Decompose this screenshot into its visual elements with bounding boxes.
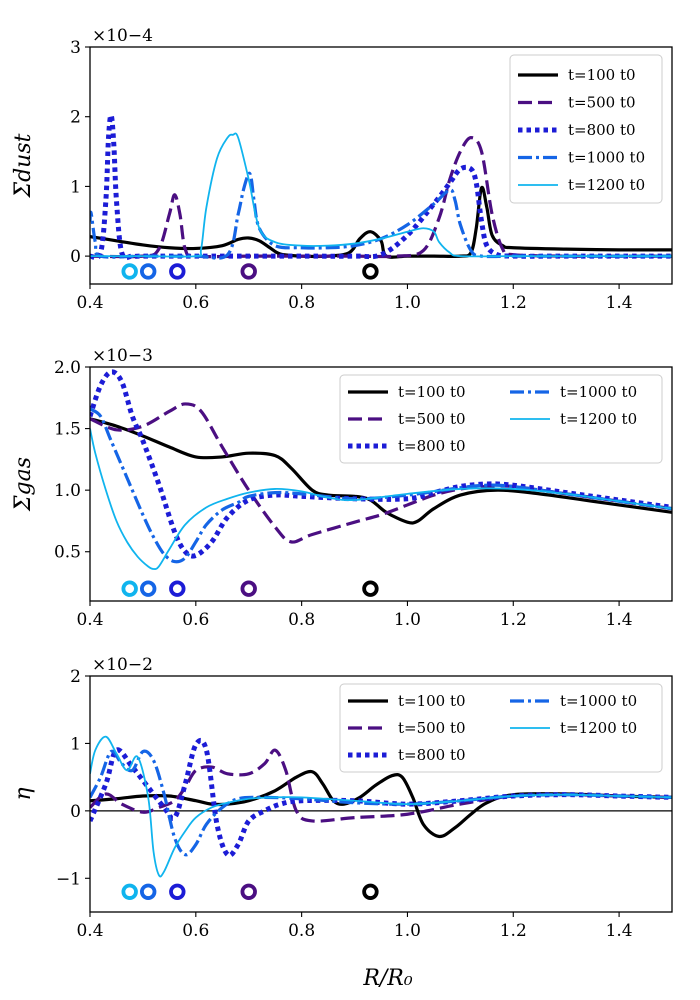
x-tick-label: 1.4 xyxy=(606,921,633,941)
legend: t=100 t0 t=500 t0 t=800 t0 t=1000 t0 t=1200 … xyxy=(339,374,663,464)
y-axis-label: Σgas xyxy=(11,457,36,512)
series-line-t100 xyxy=(90,185,672,259)
x-tick-label: 0.4 xyxy=(76,293,103,313)
y-scale-label: ×10−4 xyxy=(92,26,153,46)
marker-ring-t500 xyxy=(240,883,257,900)
marker-ring-t100 xyxy=(362,580,379,597)
legend-label-t1200: t=1200 t0 xyxy=(560,410,637,428)
legend-label-t800: t=800 t0 xyxy=(398,437,466,455)
legend-label-t800: t=800 t0 xyxy=(568,121,636,139)
series-line-t100 xyxy=(90,417,672,525)
legend-label-t100: t=100 t0 xyxy=(398,383,466,401)
marker-ring-t800 xyxy=(169,580,186,597)
panel-gas: 0.4 0.6 0.8 1.0 1.2 1.4 0.5 1.0 1.5 2.0 ×10−3 Σgas t… xyxy=(11,346,673,630)
series-line-t800 xyxy=(90,112,672,261)
legend-label-t100: t=100 t0 xyxy=(568,66,636,84)
x-tick-label: 1.4 xyxy=(606,610,633,630)
x-tick-label: 1.4 xyxy=(606,293,633,313)
x-tick-label: 1.0 xyxy=(394,293,421,313)
x-tick-label: 1.0 xyxy=(394,610,421,630)
x-tick-label: 1.2 xyxy=(500,293,527,313)
y-tick-label: 0.5 xyxy=(54,543,81,563)
y-tick-label: −1 xyxy=(56,869,81,889)
legend-box xyxy=(339,683,663,773)
x-tick-label: 1.2 xyxy=(500,610,527,630)
marker-ring-t1200 xyxy=(121,263,138,280)
panel-dust: 0.4 0.6 0.8 1.0 1.2 1.4 0 1 2 3 ×10−4 Σdust t=100 t0… xyxy=(11,26,673,313)
plot-area xyxy=(90,369,672,570)
legend-label-t500: t=500 t0 xyxy=(398,719,466,737)
legend: t=100 t0 t=500 t0 t=800 t0 t=1000 t0 t=1200 … xyxy=(339,683,663,773)
marker-ring-t1200 xyxy=(121,883,138,900)
y-tick-label: 1.5 xyxy=(54,420,81,440)
axes-frame xyxy=(89,366,673,602)
marker-ring-t100 xyxy=(362,263,379,280)
marker-ring-t100 xyxy=(362,883,379,900)
marker-ring-t1200 xyxy=(121,580,138,597)
legend-label-t100: t=100 t0 xyxy=(398,692,466,710)
legend-label-t1000: t=1000 t0 xyxy=(568,149,645,167)
y-axis-label: η xyxy=(11,787,36,800)
plot-area xyxy=(90,735,672,878)
y-tick-label: 2.0 xyxy=(54,358,81,378)
legend-label-t1000: t=1000 t0 xyxy=(560,692,637,710)
legend-label-t1200: t=1200 t0 xyxy=(560,719,637,737)
legend-box xyxy=(509,54,663,204)
marker-ring-t800 xyxy=(169,883,186,900)
series-line-t500 xyxy=(90,136,672,259)
x-tick-label: 1.2 xyxy=(500,921,527,941)
legend-label-t1200: t=1200 t0 xyxy=(568,176,645,194)
axes-frame xyxy=(89,46,673,285)
y-tick-label: 3 xyxy=(70,38,81,58)
panel-eta: 0.4 0.6 0.8 1.0 1.2 1.4 −1 0 1 2 ×10−2 η t=100 t0 t=5… xyxy=(11,655,673,941)
series-line-t1200 xyxy=(90,132,672,258)
series-line-t500 xyxy=(90,748,672,823)
series-line-t1200 xyxy=(90,735,672,878)
x-tick-label: 0.4 xyxy=(76,610,103,630)
y-tick-label: 1.0 xyxy=(54,481,81,501)
legend-label-t500: t=500 t0 xyxy=(568,94,636,112)
legend: t=100 t0 t=500 t0 t=800 t0 t=1000 t0 t=1200 … xyxy=(509,54,663,204)
y-scale-label: ×10−3 xyxy=(92,346,153,366)
marker-ring-t1000 xyxy=(139,883,157,900)
x-tick-label: 0.6 xyxy=(182,610,209,630)
y-scale-label: ×10−2 xyxy=(92,655,153,675)
x-tick-label: 0.6 xyxy=(182,921,209,941)
legend-label-t1000: t=1000 t0 xyxy=(560,383,637,401)
x-tick-label: 0.4 xyxy=(76,921,103,941)
marker-ring-t500 xyxy=(240,580,257,597)
y-tick-label: 2 xyxy=(70,108,81,128)
y-tick-label: 1 xyxy=(70,177,81,197)
y-tick-label: 0 xyxy=(70,802,81,822)
marker-ring-t1000 xyxy=(139,580,157,597)
y-tick-label: 0 xyxy=(70,247,81,267)
axes-frame xyxy=(89,675,673,913)
y-tick-label: 1 xyxy=(70,734,81,754)
series-line-t1200 xyxy=(90,428,672,570)
legend-box xyxy=(339,374,663,464)
marker-ring-t500 xyxy=(240,263,257,280)
x-tick-label: 0.6 xyxy=(182,293,209,313)
x-axis-label: R/R₀ xyxy=(362,966,413,991)
y-axis-label: Σdust xyxy=(11,133,36,198)
marker-ring-t800 xyxy=(169,263,186,280)
y-tick-label: 2 xyxy=(70,667,81,687)
series-line-t800 xyxy=(90,369,672,559)
plot-area xyxy=(90,112,672,261)
x-tick-label: 0.8 xyxy=(288,921,315,941)
x-tick-label: 0.8 xyxy=(288,610,315,630)
marker-ring-t1000 xyxy=(139,263,157,280)
legend-label-t800: t=800 t0 xyxy=(398,746,466,764)
series-line-t1000 xyxy=(90,407,672,564)
legend-label-t500: t=500 t0 xyxy=(398,410,466,428)
x-tick-label: 1.0 xyxy=(394,921,421,941)
x-tick-label: 0.8 xyxy=(288,293,315,313)
